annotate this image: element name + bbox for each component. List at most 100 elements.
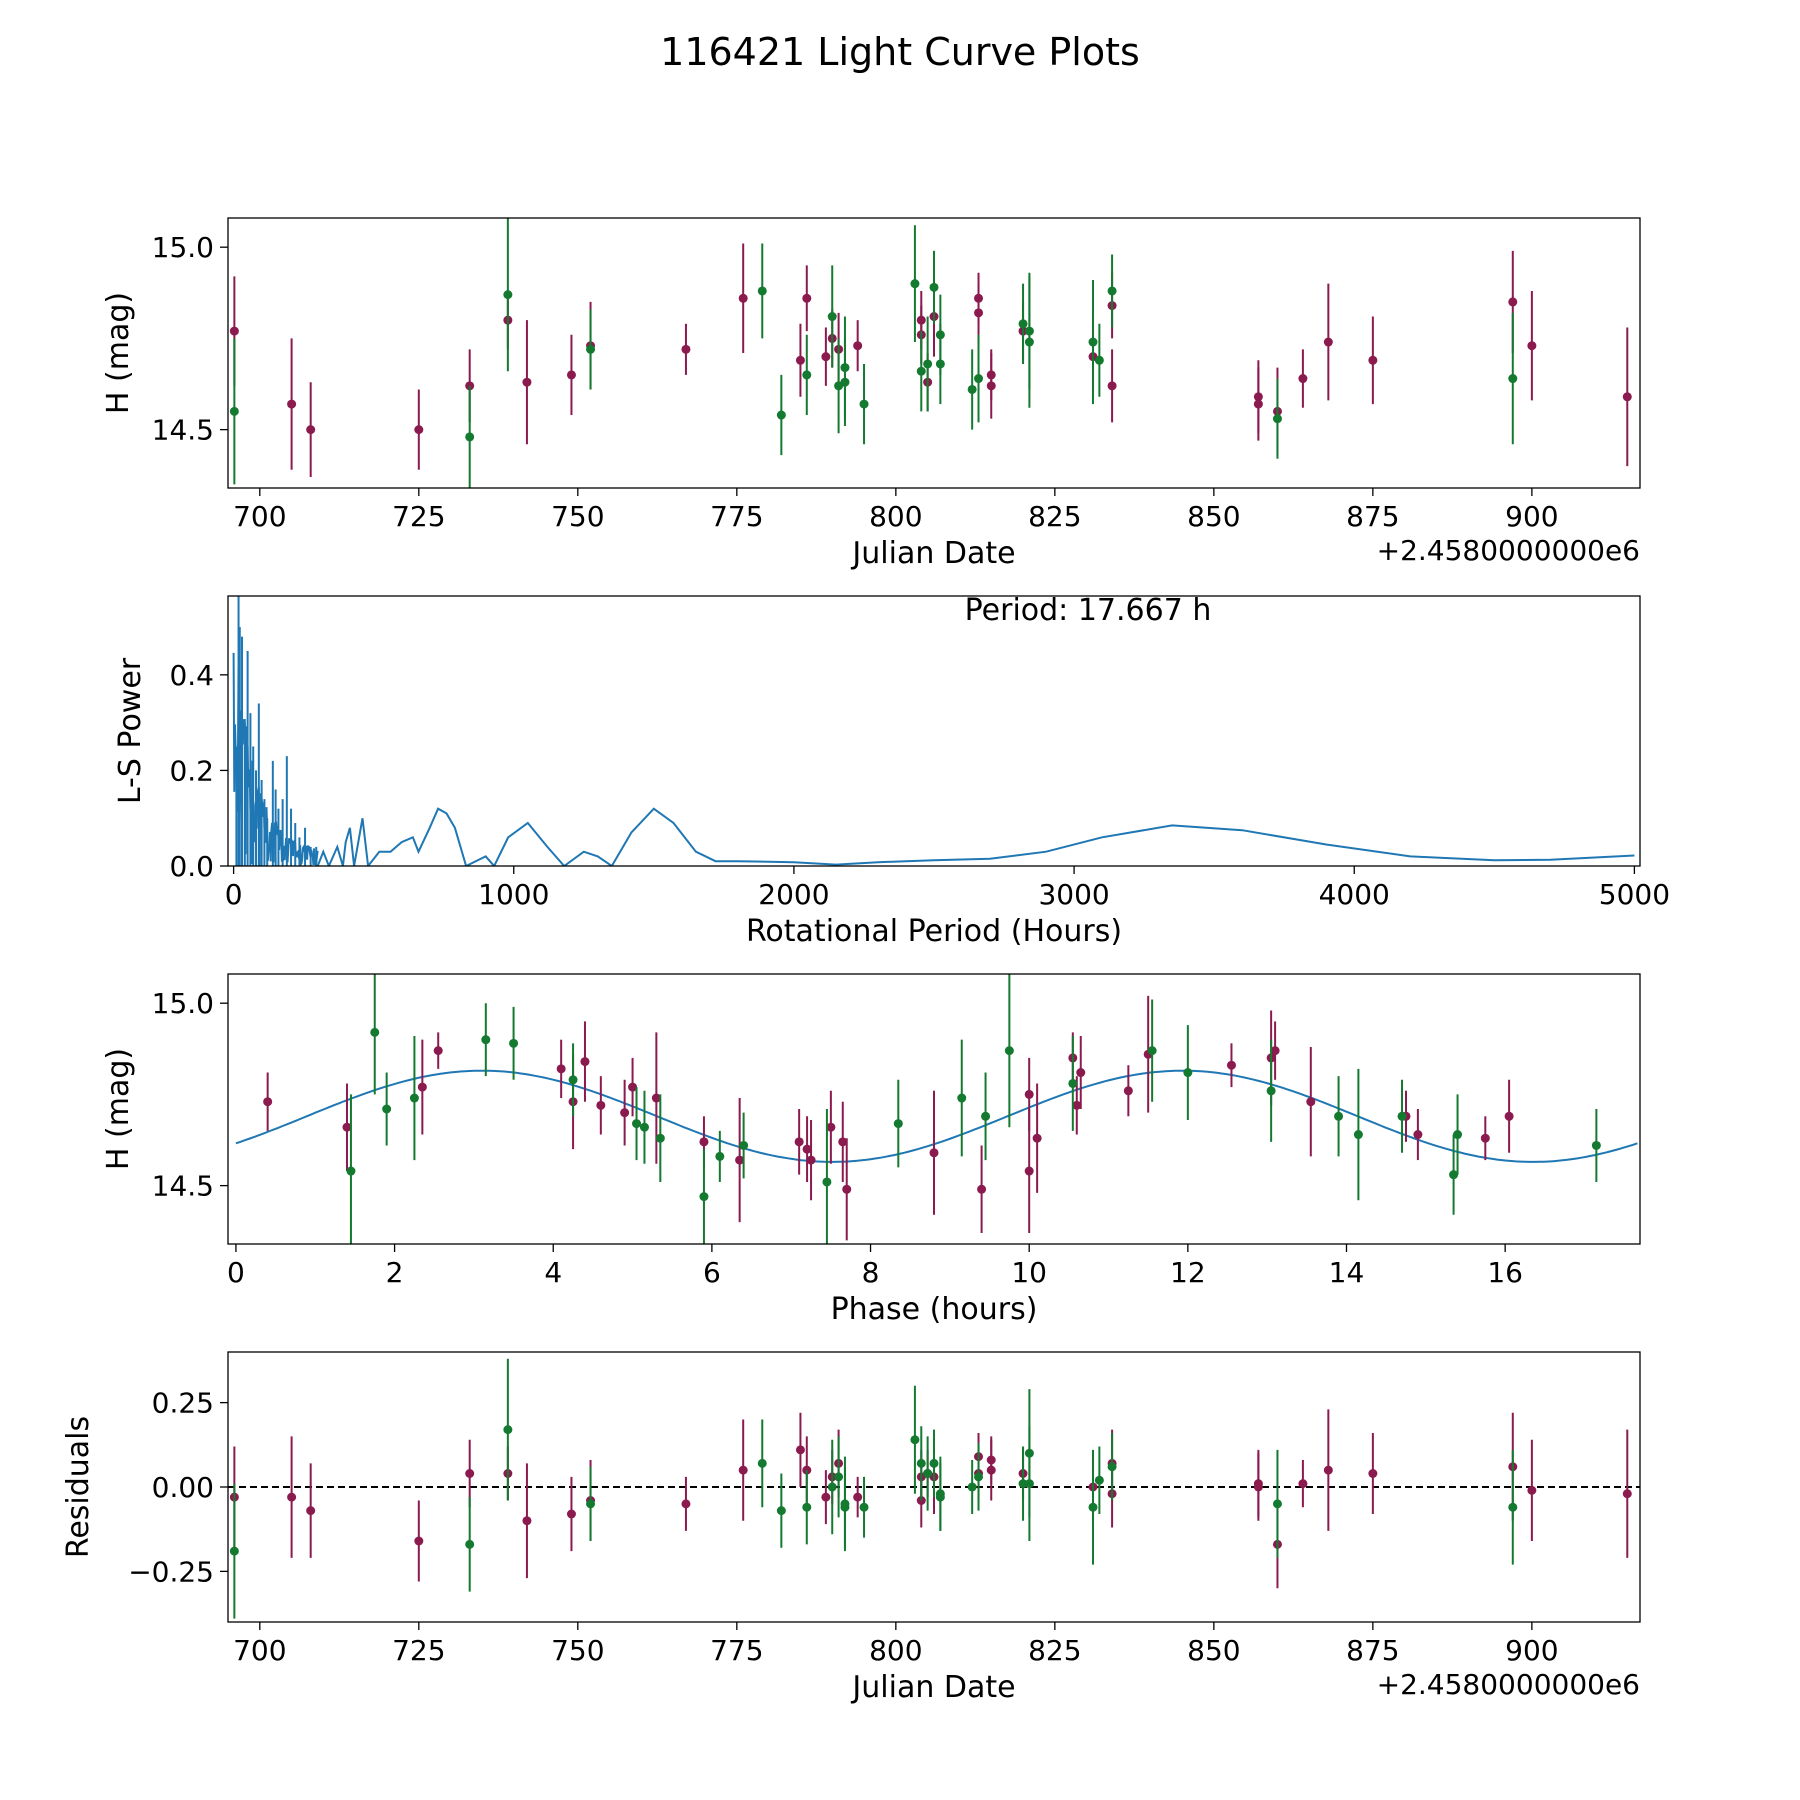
lightcurve-x-tick-label: 875: [1346, 500, 1399, 533]
residuals-panel: 700 725 750 775 800 825 850 875 900 −0.25 0.00 0.2…: [61, 1351, 1641, 1705]
phase-point-maroon: [620, 1108, 630, 1118]
phase-point-green: [1004, 1046, 1014, 1056]
lightcurve-x-tick-label: 800: [869, 500, 922, 533]
residuals-x-tick-label: 825: [1028, 1634, 1081, 1667]
residuals-point-green: [929, 1458, 939, 1468]
phase-point-green: [568, 1075, 578, 1085]
lightcurve-point-green: [935, 359, 945, 369]
lightcurve-point-maroon: [1368, 355, 1378, 365]
lightcurve-point-green: [840, 363, 850, 373]
residuals-point-maroon: [1622, 1489, 1632, 1499]
lightcurve-x-tick-label: 700: [233, 500, 286, 533]
phase-x-tick-label: 10: [1011, 1256, 1047, 1289]
lightcurve-ylabel: H (mag): [101, 292, 136, 414]
residuals-point-green: [1508, 1502, 1518, 1512]
phase-y-tick-label: 15.0: [152, 987, 214, 1020]
phase-y-tick-label: 14.5: [152, 1170, 214, 1203]
phase-point-maroon: [1024, 1089, 1034, 1099]
residuals-x-tick-label: 750: [551, 1634, 604, 1667]
periodogram-x-tick-label: 5000: [1599, 878, 1670, 911]
lightcurve-point-green: [859, 399, 869, 409]
phase-marks: [235, 974, 1638, 1244]
periodogram-axes-frame: [227, 595, 1641, 867]
residuals-point-green: [776, 1506, 786, 1516]
phase-point-green: [1068, 1078, 1078, 1088]
phase-point-maroon: [628, 1082, 638, 1092]
residuals-point-maroon: [821, 1492, 831, 1502]
phase-model-curve: [235, 1069, 1638, 1163]
lightcurve-point-maroon: [681, 344, 691, 354]
phase-x-tick-label: 16: [1487, 1256, 1523, 1289]
residuals-x-tick-label: 725: [392, 1634, 445, 1667]
residuals-point-green: [229, 1546, 239, 1556]
phase-point-maroon: [596, 1100, 606, 1110]
phase-point-green: [1183, 1068, 1193, 1078]
residuals-plot-area: [228, 1358, 1640, 1619]
phase-point-green: [632, 1119, 642, 1129]
residuals-x-ticks: 700 725 750 775 800 825 850 875 900: [233, 1622, 1559, 1667]
phase-point-green: [893, 1119, 903, 1129]
phase-point-maroon: [929, 1148, 939, 1158]
phase-point-maroon: [417, 1082, 427, 1092]
phase-point-green: [699, 1192, 709, 1202]
residuals-point-maroon: [566, 1509, 576, 1519]
phase-plot-area: [235, 974, 1638, 1244]
lightcurve-point-maroon: [974, 308, 984, 318]
residuals-point-maroon: [681, 1499, 691, 1509]
phase-point-maroon: [842, 1184, 852, 1194]
phase-point-maroon: [263, 1097, 273, 1107]
lightcurve-point-maroon: [853, 341, 863, 351]
lightcurve-point-maroon: [522, 377, 532, 387]
residuals-point-maroon: [795, 1445, 805, 1455]
phase-point-green: [409, 1093, 419, 1103]
residuals-x-tick-label: 800: [869, 1634, 922, 1667]
phase-x-tick-label: 6: [703, 1256, 721, 1289]
residuals-point-green: [923, 1469, 933, 1478]
phase-axes-frame: [227, 973, 1641, 1245]
lightcurve-point-green: [1024, 337, 1034, 347]
residuals-point-green: [910, 1435, 920, 1445]
phase-point-green: [981, 1111, 991, 1121]
phase-panel: 0 2 4 6 8 10 12 14 16 14.5 15.0 Phase (hours) H (…: [101, 973, 1641, 1327]
lightcurve-point-maroon: [1253, 399, 1263, 409]
phase-x-ticks: 0 2 4 6 8 10 12 14 16: [227, 1244, 1523, 1289]
phase-point-green: [346, 1166, 356, 1176]
phase-point-green: [1397, 1111, 1407, 1121]
periodogram-y-tick-label: 0.2: [169, 754, 214, 787]
phase-point-green: [957, 1093, 967, 1103]
residuals-y-tick-label: 0.25: [152, 1387, 214, 1420]
lightcurve-x-offset: +2.4580000000e6: [1377, 534, 1640, 567]
residuals-point-green: [1024, 1479, 1034, 1489]
lightcurve-y-ticks: 14.5 15.0: [152, 231, 228, 447]
phase-point-green: [1334, 1111, 1344, 1121]
phase-point-maroon: [342, 1122, 352, 1132]
residuals-point-green: [757, 1458, 767, 1468]
phase-point-maroon: [699, 1137, 709, 1147]
residuals-marks: [228, 1358, 1640, 1619]
lightcurve-plot-area: [229, 218, 1632, 488]
residuals-y-ticks: −0.25 0.00 0.25: [128, 1387, 228, 1588]
lightcurve-point-green: [802, 370, 812, 380]
phase-x-tick-label: 0: [227, 1256, 245, 1289]
lightcurve-point-maroon: [738, 293, 748, 303]
phase-point-maroon: [1226, 1060, 1236, 1070]
phase-point-green: [1591, 1140, 1601, 1150]
lightcurve-axes-frame: [227, 217, 1641, 489]
lightcurve-point-green: [1272, 414, 1282, 424]
phase-point-maroon: [1076, 1068, 1086, 1078]
lightcurve-point-maroon: [1298, 374, 1308, 384]
phase-point-maroon: [806, 1155, 816, 1165]
lightcurve-y-tick-label: 15.0: [152, 231, 214, 264]
lightcurve-point-maroon: [566, 370, 576, 380]
lightcurve-point-green: [967, 384, 977, 394]
phase-point-maroon: [1072, 1100, 1082, 1110]
phase-point-maroon: [826, 1122, 836, 1132]
lightcurve-point-green: [503, 290, 513, 300]
residuals-point-maroon: [414, 1536, 424, 1546]
lightcurve-x-tick-label: 750: [551, 500, 604, 533]
phase-point-maroon: [735, 1155, 745, 1165]
residuals-point-green: [1107, 1462, 1117, 1472]
phase-point-maroon: [1270, 1046, 1280, 1056]
phase-point-maroon: [556, 1064, 566, 1074]
lightcurve-marks: [229, 218, 1632, 488]
